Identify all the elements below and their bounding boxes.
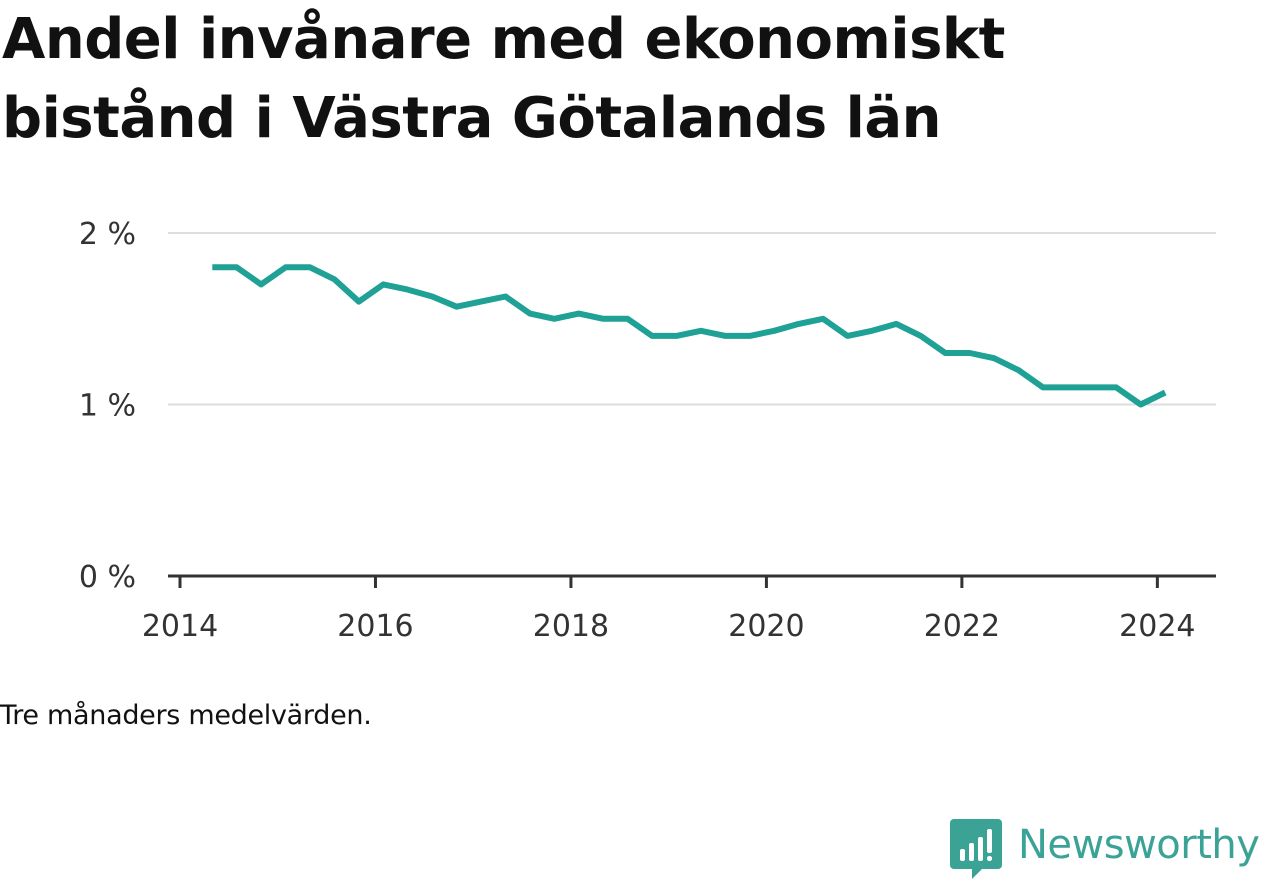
data-point [236,267,237,268]
data-point [578,313,579,314]
data-point [627,318,628,319]
data-point [481,301,482,302]
data-point [1067,387,1068,388]
x-axis [168,574,1216,588]
data-point [432,296,433,297]
data-point [407,289,408,290]
data-point [1140,404,1141,405]
data-point [725,335,726,336]
data-point [896,323,897,324]
data-point [774,330,775,331]
x-tick-label-2016: 2016 [337,609,413,644]
data-point [1091,387,1092,388]
brand-logo[interactable]: Newsworthy [950,818,1260,880]
x-tick-label-2024: 2024 [1119,609,1195,644]
data-point [872,330,873,331]
data-point [1043,387,1044,388]
data-point [700,330,701,331]
brand-name: Newsworthy [1018,822,1260,868]
data-point [652,335,653,336]
chart-note: Tre månaders medelvärden. [0,700,372,731]
data-point [749,335,750,336]
data-point [920,335,921,336]
data-point [383,284,384,285]
data-point [1018,370,1019,371]
data-point [529,313,530,314]
x-tick-label-2018: 2018 [533,609,609,644]
series-line-0 [212,264,1167,408]
newsworthy-logo-icon [950,819,1002,879]
x-tick-label-2014: 2014 [142,609,218,644]
data-point [554,318,555,319]
data-point [994,358,995,359]
data-point [603,318,604,319]
line-chart: 0 % 1 % 2 % 2014 2016 2018 2020 2022 2024 [79,217,1216,644]
x-axis-labels: 2014 2016 2018 2020 2022 2024 [142,609,1196,644]
chart-title: Andel invånare med ekonomiskt bistånd i … [2,7,1005,151]
data-point [969,353,970,354]
data-point [310,267,311,268]
y-tick-label-2: 2 % [79,217,136,252]
x-tick-label-2022: 2022 [924,609,1000,644]
data-point [456,306,457,307]
y-axis-labels: 0 % 1 % 2 % [79,217,136,595]
data-point [798,323,799,324]
data-point [261,284,262,285]
grid-lines [168,232,1216,406]
data-point [945,353,946,354]
data-point [1116,387,1117,388]
data-point [334,279,335,280]
data-point [285,267,286,268]
data-point [847,335,848,336]
y-tick-label-1: 1 % [79,389,136,424]
data-point [358,301,359,302]
series-layer [212,264,1167,408]
data-point [1165,392,1166,393]
data-point [212,267,213,268]
y-tick-label-0: 0 % [79,560,136,595]
x-tick-label-2020: 2020 [728,609,804,644]
data-point [823,318,824,319]
data-point [676,335,677,336]
data-point [505,296,506,297]
